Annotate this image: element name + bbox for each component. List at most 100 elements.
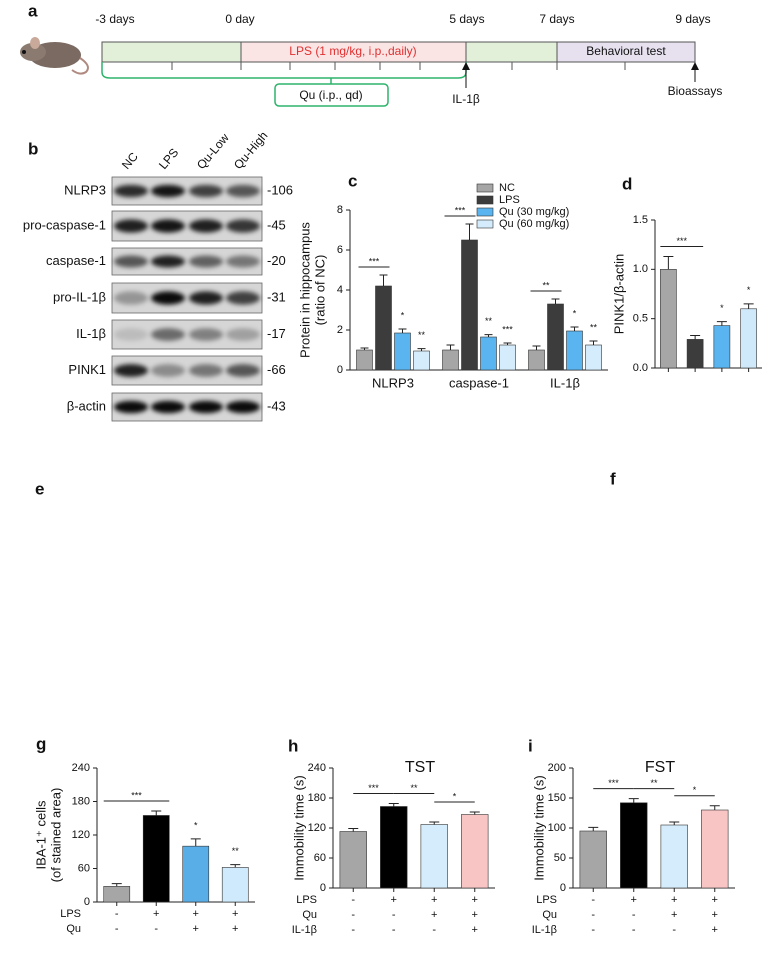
panel-label: i: [528, 736, 533, 755]
blot-band: [151, 328, 185, 341]
lane-label: NC: [119, 149, 141, 172]
y-tick-label: 100: [548, 822, 566, 834]
bar: [713, 325, 731, 369]
qu-bracket: [101, 62, 467, 84]
condition-mark: +: [472, 909, 478, 921]
y-tick-label: 4: [337, 284, 343, 296]
error-bar: [388, 803, 399, 807]
error-bar: [551, 298, 560, 304]
condition-mark: +: [712, 924, 718, 936]
protein-label: PINK1: [68, 362, 106, 377]
bar: [701, 809, 729, 889]
error-bar: [360, 347, 369, 350]
condition-mark: -: [591, 909, 595, 921]
condition-label: Qu: [542, 909, 557, 921]
blot-band: [189, 364, 223, 377]
bar: [566, 330, 583, 371]
day-label: -3 days: [95, 12, 134, 26]
error-bar: [588, 826, 599, 831]
sig-label: **: [410, 783, 418, 793]
error-bar: [446, 344, 455, 350]
protein-label: β-actin: [67, 398, 106, 413]
bar: [686, 339, 704, 369]
condition-mark: -: [632, 909, 636, 921]
condition-label: IL-1β: [532, 924, 557, 936]
error-bar: [465, 223, 474, 240]
size-label: -66: [267, 362, 286, 377]
sig-label: *: [720, 303, 724, 313]
sig-label: **: [485, 316, 493, 326]
condition-mark: +: [193, 908, 199, 920]
condition-mark: +: [631, 894, 637, 906]
blot-band: [189, 255, 223, 268]
bar: [442, 349, 459, 371]
size-label: -31: [267, 289, 286, 304]
day-label: 9 days: [675, 12, 710, 26]
y-axis-label: Immobility time (s): [291, 775, 306, 880]
qu-box: [274, 83, 389, 107]
condition-mark: -: [392, 924, 396, 936]
day-label: 5 days: [449, 12, 484, 26]
y-tick-label: 240: [72, 762, 90, 774]
y-tick-label: 180: [72, 795, 90, 807]
condition-mark: +: [431, 909, 437, 921]
sig-label: *: [194, 820, 198, 830]
behavior-label: Behavioral test: [586, 44, 666, 58]
bar: [375, 285, 392, 371]
y-tick-label: 120: [72, 829, 90, 841]
error-bar: [151, 810, 162, 816]
condition-label: LPS: [296, 894, 317, 906]
error-bar: [589, 340, 598, 345]
protein-label: caspase-1: [46, 253, 106, 268]
y-tick-label: 120: [308, 822, 326, 834]
legend-swatch: [476, 207, 494, 217]
protein-label: NLRP3: [64, 182, 106, 197]
legend-label: NC: [499, 182, 515, 194]
lane-label: Qu-High: [231, 129, 270, 172]
qu-label: Qu (i.p., qd): [299, 88, 362, 102]
blot-band: [189, 219, 223, 233]
blot-band: [114, 184, 148, 198]
condition-mark: +: [671, 909, 677, 921]
blot-band: [151, 219, 185, 233]
blot-band: [114, 364, 148, 377]
condition-mark: -: [392, 909, 396, 921]
chart-title: FST: [645, 759, 675, 776]
bar: [480, 336, 497, 371]
legend-swatch: [476, 195, 494, 205]
blot-band: [151, 291, 185, 305]
sig-label: **: [650, 778, 658, 788]
error-bar: [669, 821, 680, 825]
blot-band: [226, 364, 260, 377]
condition-mark: +: [671, 894, 677, 906]
blot-band: [151, 364, 185, 377]
error-bar: [532, 345, 541, 350]
sig-label: *: [401, 310, 405, 320]
condition-mark: +: [232, 923, 238, 935]
bar: [221, 867, 249, 903]
blot-band: [114, 219, 148, 233]
condition-mark: +: [712, 894, 718, 906]
error-bar: [663, 256, 674, 270]
panel-label: e: [35, 479, 44, 498]
bar: [461, 814, 489, 889]
error-bar: [190, 838, 201, 847]
condition-mark: -: [115, 923, 119, 935]
legend-label: LPS: [499, 194, 520, 206]
western-blot: NC LPS Qu-Low Qu-High NLRP3 -106 pro-caspase-1…: [23, 129, 293, 422]
panel-label: b: [28, 139, 38, 158]
y-tick-label: 240: [308, 762, 326, 774]
size-label: -106: [267, 182, 293, 197]
blot-band: [189, 184, 223, 198]
sig-label: **: [590, 322, 598, 332]
bar: [182, 845, 210, 903]
y-tick-label: 180: [308, 792, 326, 804]
condition-mark: -: [672, 924, 676, 936]
lps-label: LPS (1 mg/kg, i.p.,daily): [289, 44, 416, 58]
condition-label: LPS: [536, 894, 557, 906]
bar: [413, 350, 430, 371]
timeline-bar: [101, 41, 696, 70]
blot-band: [114, 291, 148, 305]
